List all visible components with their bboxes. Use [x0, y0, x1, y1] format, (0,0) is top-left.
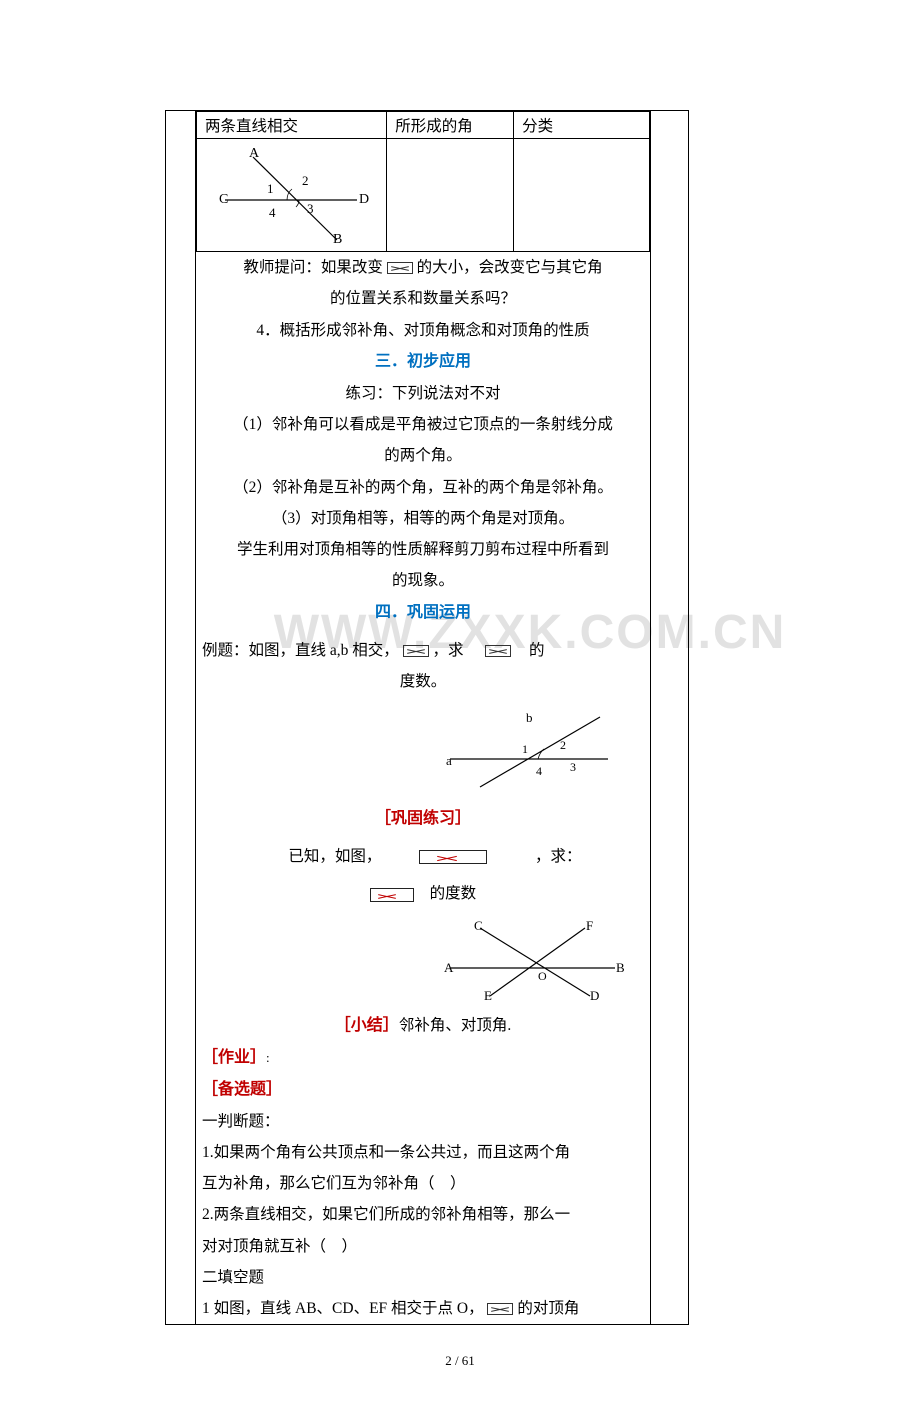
practice-2: （2）邻补角是互补的两个角，互补的两个角是邻补角。	[196, 472, 650, 503]
angle-placeholder-icon	[485, 645, 511, 657]
table-row: A B C D 1 2 3 4	[197, 139, 650, 252]
empty-cell	[514, 139, 650, 252]
intersecting-lines-diagram-1: A B C D 1 2 3 4	[207, 145, 377, 245]
diagram-3-wrap: A B C D E F O	[196, 910, 650, 1010]
summary-line: ［小结］邻补角、对顶角.	[196, 1010, 650, 1042]
angle-placeholder-icon	[487, 1303, 513, 1315]
label-O: O	[538, 969, 547, 983]
section-4-heading: 四．巩固运用	[196, 597, 650, 629]
fill-q1-suffix: 的对顶角	[517, 1300, 579, 1317]
diagram-cell: A B C D 1 2 3 4	[197, 139, 387, 252]
homework-colon: :	[266, 1050, 270, 1065]
label-A: A	[249, 146, 260, 161]
label-2: 2	[302, 173, 309, 188]
diagram-ab-wrap: a b 1 2 3 4	[196, 697, 650, 803]
angle-placeholder-box-small	[370, 888, 414, 902]
label-F: F	[586, 918, 593, 933]
six-line-intersection-diagram: A B C D E F O	[430, 918, 630, 1002]
label-D: D	[359, 192, 369, 207]
heading-text: 四．巩固运用	[375, 604, 471, 621]
empty-cell	[387, 139, 514, 252]
judge-heading: 一判断题：	[196, 1106, 650, 1137]
table-header-1: 两条直线相交	[197, 112, 387, 139]
optional-line: ［备选题］	[196, 1074, 650, 1106]
degree-line: 的度数	[196, 872, 650, 909]
practice-3: （3）对顶角相等，相等的两个角是对顶角。	[196, 503, 650, 534]
label-b: b	[526, 710, 533, 725]
label-a: a	[446, 753, 452, 768]
label-C: C	[474, 918, 483, 933]
label-B: B	[616, 960, 625, 975]
practice-4b: 的现象。	[196, 565, 650, 596]
practice-4a: 学生利用对顶角相等的性质解释剪刀剪布过程中所看到	[196, 534, 650, 565]
summary-text: 邻补角、对顶角.	[399, 1017, 511, 1034]
label-D: D	[590, 988, 599, 1002]
known-line: 已知，如图， ，求：	[196, 835, 650, 872]
table-header-2: 所形成的角	[387, 112, 514, 139]
label-3: 3	[307, 201, 314, 216]
judge-q2a: 2.两条直线相交，如果它们所成的邻补角相等，那么一	[196, 1199, 650, 1230]
intersecting-lines-diagram-2: a b 1 2 3 4	[440, 705, 620, 795]
label-4: 4	[536, 764, 542, 778]
example-suffix: 的	[529, 642, 545, 659]
example-mid: ，求	[433, 642, 464, 659]
known-prefix: 已知，如图，	[288, 848, 381, 865]
judge-q1a: 1.如果两个角有公共顶点和一条公共过，而且这两个角	[196, 1137, 650, 1168]
page-footer: 2 / 61	[0, 1353, 920, 1369]
angle-placeholder-box	[419, 850, 487, 864]
example-degree: 度数。	[196, 666, 650, 697]
practice-heading: ［巩固练习］	[196, 803, 650, 835]
judge-q2b: 对对顶角就互补（ ）	[196, 1231, 650, 1262]
cross-icon	[434, 852, 460, 864]
cross-icon	[375, 890, 399, 902]
label-2: 2	[560, 738, 566, 752]
table-row: 两条直线相交 所形成的角 分类	[197, 112, 650, 139]
heading-text: 三．初步应用	[375, 353, 471, 370]
degree-text: 的度数	[430, 885, 477, 902]
label-C: C	[219, 192, 228, 207]
practice-1b: 的两个角。	[196, 440, 650, 471]
heading-text: ［巩固练习］	[375, 810, 471, 827]
label-4: 4	[269, 205, 276, 220]
angle-placeholder-icon	[403, 645, 429, 657]
optional-label: ［备选题］	[202, 1081, 282, 1098]
table-header-3: 分类	[514, 112, 650, 139]
label-1: 1	[522, 742, 528, 756]
judge-q1b: 互为补角，那么它们互为邻补角（ ）	[196, 1168, 650, 1199]
left-margin-cell	[166, 111, 196, 1325]
practice-title: 练习：下列说法对不对	[196, 378, 650, 409]
label-3: 3	[570, 760, 576, 774]
inner-table: 两条直线相交 所形成的角 分类 A B	[196, 111, 650, 252]
main-content-cell: 两条直线相交 所形成的角 分类 A B	[196, 111, 651, 1325]
right-margin-cell	[651, 111, 689, 1325]
question-line-1: 教师提问：如果改变 的大小，会改变它与其它角	[196, 252, 650, 283]
fill-q1: 1 如图，直线 AB、CD、EF 相交于点 O， 的对顶角	[196, 1293, 650, 1324]
example-line: 例题：如图，直线 a,b 相交， ，求 的	[196, 629, 650, 666]
fill-q1-prefix: 1 如图，直线 AB、CD、EF 相交于点 O，	[202, 1300, 484, 1317]
label-A: A	[444, 960, 454, 975]
question-item-4: 4．概括形成邻补角、对顶角概念和对顶角的性质	[196, 315, 650, 346]
label-B: B	[333, 232, 342, 245]
question-prefix: 教师提问：如果改变	[243, 259, 383, 276]
fill-heading: 二填空题	[196, 1262, 650, 1293]
section-3-heading: 三．初步应用	[196, 346, 650, 378]
question-suffix: 的大小，会改变它与其它角	[417, 259, 603, 276]
outer-table: 两条直线相交 所形成的角 分类 A B	[165, 110, 689, 1325]
label-1: 1	[267, 181, 274, 196]
known-suffix: ，求：	[535, 848, 582, 865]
summary-label: ［小结］	[335, 1017, 399, 1034]
homework-line: ［作业］:	[196, 1042, 650, 1074]
angle-placeholder-icon	[387, 262, 413, 274]
practice-1a: （1）邻补角可以看成是平角被过它顶点的一条射线分成	[196, 409, 650, 440]
example-prefix: 例题：如图，直线 a,b 相交，	[202, 642, 399, 659]
label-E: E	[484, 988, 492, 1002]
homework-label: ［作业］	[202, 1049, 266, 1066]
content-wrap: 两条直线相交 所形成的角 分类 A B	[0, 110, 920, 1369]
question-line-2: 的位置关系和数量关系吗？	[196, 283, 650, 314]
